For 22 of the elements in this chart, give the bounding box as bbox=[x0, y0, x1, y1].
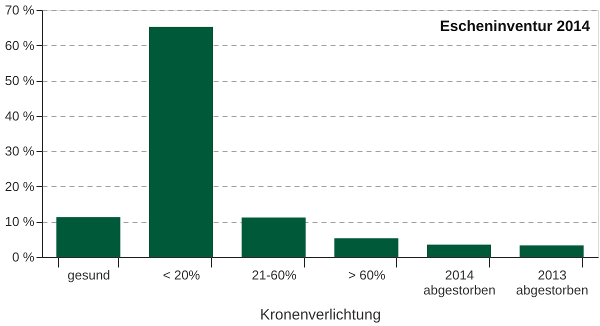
x-tick-label: > 60% bbox=[348, 268, 386, 282]
bar bbox=[149, 26, 213, 257]
x-axis-title: Kronenverlichtung bbox=[260, 306, 381, 324]
y-tick-label: 20 % bbox=[4, 178, 35, 194]
x-tick-label: 2014 abgestorben bbox=[423, 268, 496, 298]
x-tick-label: gesund bbox=[68, 268, 110, 282]
y-tick-label: 10 % bbox=[4, 214, 35, 230]
y-tick-label: 50 % bbox=[4, 73, 35, 88]
x-tick-label: 21-60% bbox=[252, 268, 298, 282]
y-tick-label: 30 % bbox=[4, 144, 35, 159]
bar bbox=[242, 217, 306, 257]
y-tick-label: 60 % bbox=[4, 38, 35, 53]
bar bbox=[56, 217, 120, 257]
bar bbox=[427, 244, 491, 257]
x-tick-label: < 20% bbox=[162, 268, 201, 282]
y-tick-label: 70 % bbox=[4, 2, 35, 18]
y-tick-label: 40 % bbox=[4, 108, 35, 124]
bar bbox=[520, 245, 584, 257]
bar bbox=[334, 238, 398, 257]
y-tick-label: 0 % bbox=[12, 250, 35, 264]
text: Escheninventur 2014 bbox=[440, 18, 591, 35]
x-tick-label: 2013 abgestorben bbox=[516, 268, 588, 298]
